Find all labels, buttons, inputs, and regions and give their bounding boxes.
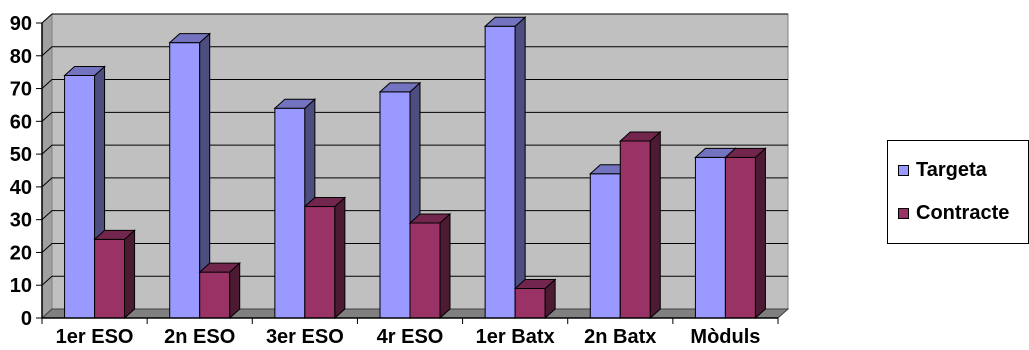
chart-side-wall [41,12,53,320]
gridline [41,242,788,253]
gridline [41,210,788,221]
bar-contracte-2 [303,196,347,320]
y-tick-label: 60 [10,111,32,133]
bar-contracte-0 [93,229,136,320]
gridline [41,13,788,24]
legend-swatch-contracte [898,208,909,219]
y-tick-label: 30 [10,210,32,232]
y-tick-label: 20 [10,242,32,264]
bar-targeta-1 [168,32,212,320]
bar-contracte-4 [513,278,557,320]
x-tick-label: 2n Batx [584,326,656,348]
gridline [41,79,788,89]
y-tick-label: 90 [10,13,32,35]
y-tick-label: 50 [10,144,32,166]
bar-contracte-3 [408,212,452,320]
bar-contracte-1 [198,261,242,320]
gridline [41,111,788,122]
gridline [41,144,788,155]
bar-targeta-4 [483,16,527,320]
bar-contracte-5 [618,130,662,320]
legend-item-contracte: Contracte [898,202,1009,225]
legend-label-contracte: Contracte [916,202,1010,224]
x-tick-label: 2n ESO [164,326,235,348]
bar-contracte-6 [724,147,767,320]
legend: Targeta Contracte [887,140,1029,244]
gridline [41,177,788,188]
x-tick-label: Mòduls [690,326,760,348]
y-tick-label: 70 [10,79,32,101]
y-tick-label: 80 [10,46,32,68]
legend-swatch-targeta [898,165,909,176]
gridline [41,275,788,286]
gridline [41,46,788,57]
x-tick-label: 3er ESO [266,326,344,348]
y-tick-label: 0 [21,308,32,330]
x-tick-label: 1er ESO [56,326,134,348]
x-tick-label: 4r ESO [377,326,444,348]
y-tick-label: 10 [10,275,32,297]
legend-label-targeta: Targeta [916,159,987,181]
legend-item-targeta: Targeta [898,159,987,182]
x-tick-label: 1er Batx [476,326,555,348]
y-tick-label: 40 [10,177,32,199]
